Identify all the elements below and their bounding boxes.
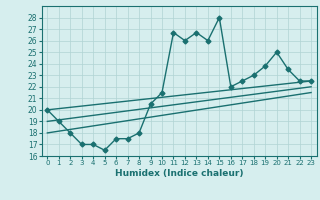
X-axis label: Humidex (Indice chaleur): Humidex (Indice chaleur) [115, 169, 244, 178]
